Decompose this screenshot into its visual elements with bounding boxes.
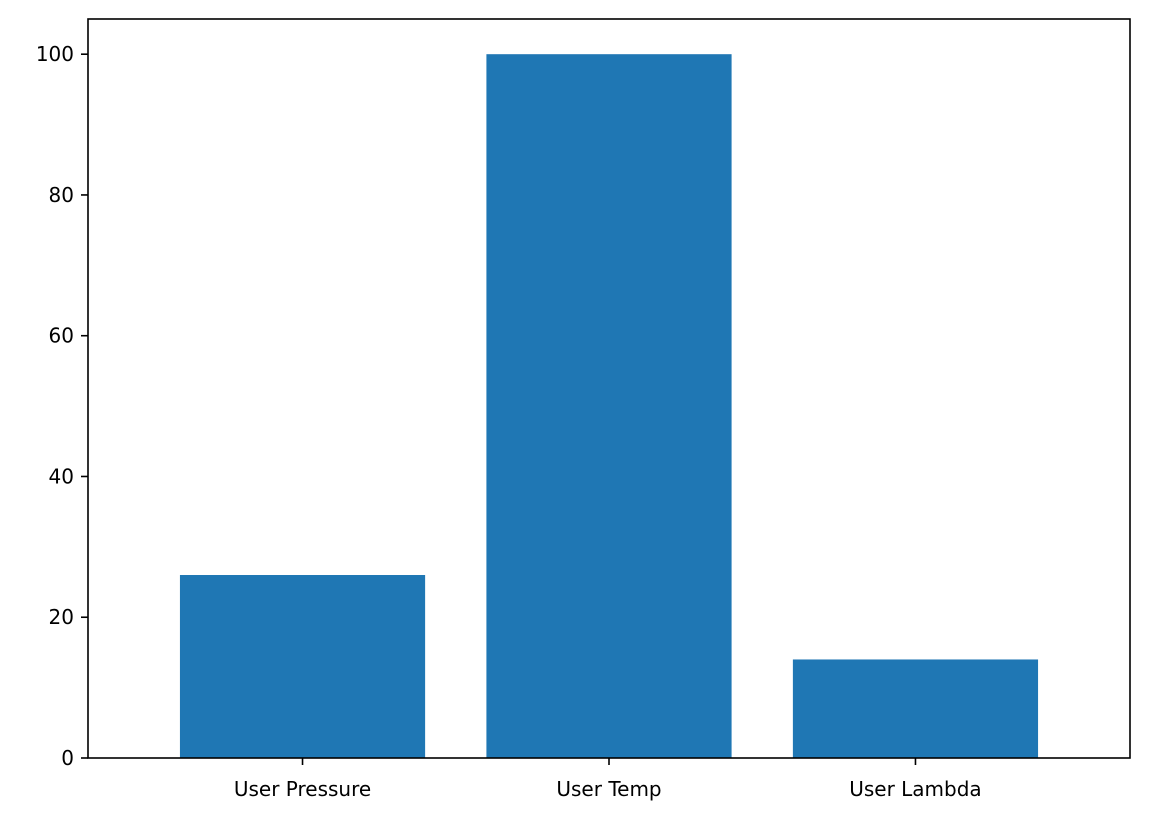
y-tick-label: 40 — [49, 464, 74, 488]
y-tick-label: 0 — [61, 746, 74, 770]
bar-user-pressure — [179, 575, 426, 758]
y-axis: 0 20 40 60 80 100 — [36, 42, 88, 770]
plot-frame — [87, 18, 1131, 759]
x-tick-label: User Lambda — [849, 777, 981, 801]
bar-user-lambda — [792, 659, 1039, 758]
y-tick-label: 60 — [49, 324, 74, 348]
bar-user-temp — [486, 54, 732, 758]
x-tick-label: User Temp — [556, 777, 661, 801]
y-tick-label: 20 — [49, 605, 74, 629]
y-tick-label: 100 — [36, 42, 74, 66]
y-tick-label: 80 — [49, 183, 74, 207]
bars-group — [179, 54, 1039, 758]
x-tick-label: User Pressure — [234, 777, 371, 801]
x-axis: User Pressure User Temp User Lambda — [234, 758, 982, 801]
